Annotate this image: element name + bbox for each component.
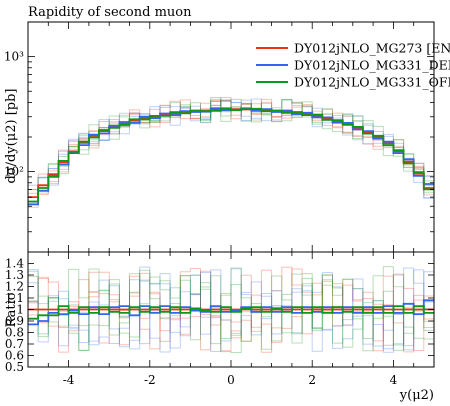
legend: DY012jNLO_MG273 [ENE DY012jNLO_MG331_DEFA…	[256, 41, 450, 90]
variation-band-main	[28, 100, 434, 203]
y-tick-label-ratio: 0.9	[5, 314, 24, 328]
x-axis-label: y(μ2)	[399, 388, 434, 403]
variation-band-main	[28, 98, 434, 206]
x-tick-label: -4	[63, 373, 75, 387]
y-tick-label-ratio: 0.6	[5, 349, 24, 363]
main-panel-series	[28, 107, 434, 206]
ratio-y-axis-label: Ratio	[4, 292, 19, 327]
y-tick-label-ratio: 1	[16, 303, 24, 317]
legend-label: DY012jNLO_MG273 [ENE	[294, 41, 450, 56]
chart-title: Rapidity of second muon	[28, 5, 192, 20]
y-tick-label-ratio: 0.8	[5, 326, 24, 340]
legend-label: DY012jNLO_MG331_DEFA	[294, 58, 450, 73]
y-tick-label-main: 10³	[4, 50, 24, 64]
ratio-panel-series	[28, 299, 434, 326]
legend-label: DY012jNLO_MG331_OFFF	[294, 75, 450, 90]
variation-band-ratio	[28, 268, 434, 353]
variation-band-ratio	[28, 266, 434, 351]
variation-band-ratio	[28, 266, 434, 353]
y-tick-label-main: 10²	[4, 165, 24, 179]
y-tick-label-ratio: 1.3	[5, 268, 24, 282]
series-line-main	[28, 107, 434, 203]
y-tick-label-ratio: 0.5	[5, 360, 24, 374]
x-tick-label: 2	[308, 373, 316, 387]
x-tick-label: -2	[144, 373, 156, 387]
variation-band-ratio	[28, 271, 434, 352]
y-tick-label-ratio: 0.7	[5, 337, 24, 351]
main-panel-band	[28, 97, 434, 208]
y-tick-label-ratio: 1.1	[5, 291, 24, 305]
y-tick-label-ratio: 1.2	[5, 280, 24, 294]
main-y-axis-label: dσ/dy(μ2) [pb]	[4, 88, 19, 183]
x-tick-label: 0	[227, 373, 235, 387]
x-tick-label: 4	[390, 373, 398, 387]
y-tick-label-ratio: 1.4	[5, 257, 24, 271]
variation-band-ratio	[28, 270, 434, 353]
axes-ticks: -4 -2 0 2 4 10² 10³ 0.50.60.70.80.911.11.21.31.…	[4, 21, 435, 387]
variation-band-ratio	[28, 269, 434, 353]
variation-band-ratio	[28, 266, 434, 352]
series-line-ratio	[28, 305, 434, 320]
